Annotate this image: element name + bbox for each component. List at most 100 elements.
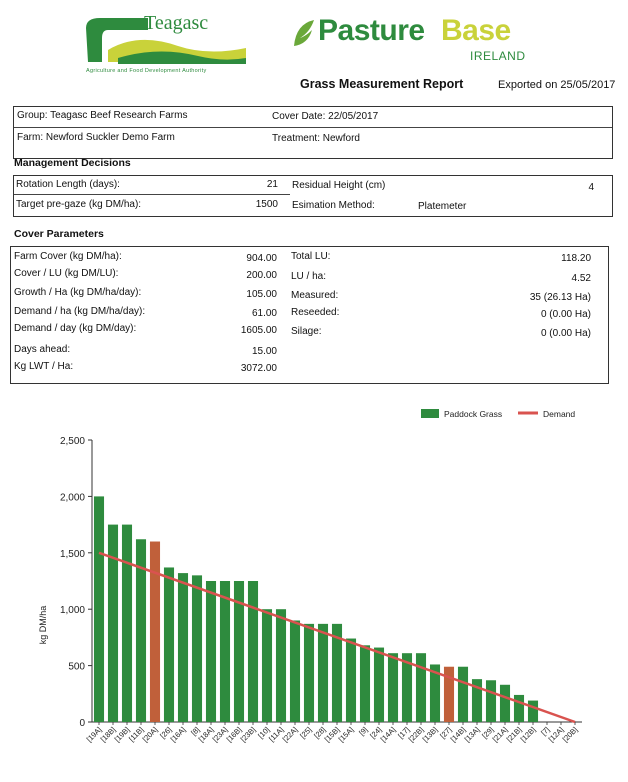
x-tick-label: [13A] [463, 725, 482, 744]
chart-bar [205, 581, 217, 722]
cover-right-value: 118.20 [561, 253, 591, 264]
cover-left-label: Demand / day (kg DM/day): [14, 323, 137, 334]
cover-right-value: 35 (26.13 Ha) [529, 292, 591, 303]
chart-bar [289, 620, 301, 722]
management-heading: Management Decisions [14, 157, 131, 169]
method-value: Platemeter [418, 201, 467, 212]
chart-bar [373, 647, 385, 722]
pregaze-value: 1500 [255, 199, 278, 210]
chart-bar [359, 645, 371, 722]
chart-bar [107, 524, 119, 722]
cover-left-value: 3072.00 [240, 363, 277, 374]
x-tick-label: [16A] [169, 725, 188, 744]
cover-right-label: Reseeded: [291, 307, 340, 318]
pasturebase-name-a: Pasture [318, 14, 425, 47]
legend-line-label: Demand [543, 409, 575, 419]
chart-bar [191, 575, 203, 722]
pasturebase-name-b: Base [441, 14, 511, 47]
x-tick-label: [20A] [141, 725, 160, 744]
farm-text: Farm: Newford Suckler Demo Farm [17, 132, 175, 143]
chart-bar [443, 666, 455, 722]
x-tick-label: [22A] [281, 725, 300, 744]
legend-bar-label: Paddock Grass [444, 409, 502, 419]
residual-value: 4 [588, 182, 594, 193]
chart-bar [233, 581, 245, 722]
management-box: Rotation Length (days): 21 Target pre-ga… [13, 175, 613, 217]
pasturebase-logo: Pasture Base IRELAND [292, 14, 542, 66]
x-tick-label: [15A] [337, 725, 356, 744]
chart-bar [149, 541, 161, 722]
x-tick-label: [14A] [379, 725, 398, 744]
cover-box: Farm Cover (kg DM/ha): 904.00 Cover / LU (… [10, 246, 609, 384]
chart-bar [429, 664, 441, 722]
y-tick-label: 1,000 [60, 605, 85, 616]
cover-left-label: Days ahead: [14, 344, 71, 355]
pregaze-label: Target pre-gaze (kg DM/ha): [16, 199, 142, 210]
rotation-value: 21 [266, 179, 278, 190]
cover-right-label: Measured: [291, 290, 339, 301]
chart-bar [471, 679, 483, 722]
pasturebase-sub: IRELAND [470, 49, 526, 63]
cover-right-label: Total LU: [291, 251, 331, 262]
info-box: Group: Teagasc Beef Research Farms Farm:… [13, 106, 613, 159]
y-axis-label: kg DM/ha [38, 606, 48, 645]
x-tick-label: [12B] [519, 725, 538, 744]
chart-bar [345, 638, 357, 722]
chart-bar [135, 539, 147, 722]
cover-left-value: 105.00 [246, 289, 277, 300]
y-tick-label: 500 [68, 662, 85, 673]
teagasc-tagline: Agriculture and Food Development Authori… [86, 68, 207, 74]
chart-bar [457, 666, 469, 722]
chart-bar [387, 653, 399, 722]
y-tick-label: 1,500 [60, 549, 85, 560]
chart-bar [261, 609, 273, 722]
chart-bar [331, 623, 343, 722]
chart-bar [499, 684, 511, 722]
demand-line [98, 551, 576, 724]
method-label: Esimation Method: [292, 200, 375, 211]
management-divider [14, 194, 290, 195]
y-tick-label: 0 [79, 718, 85, 729]
cover-right-value: 0 (0.00 Ha) [540, 328, 591, 339]
cover-left-value: 904.00 [246, 253, 277, 264]
exported-date: Exported on 25/05/2017 [498, 79, 616, 91]
x-tick-label: [23B] [239, 725, 258, 744]
chart-bar [485, 680, 497, 722]
cover-left-value: 61.00 [251, 308, 277, 319]
chart-svg: Paddock Grass Demand kg DM/ha 0 500 1,000 1… [38, 409, 582, 744]
y-tick-label: 2,500 [60, 436, 85, 447]
cover-left-label: Growth / Ha (kg DM/ha/day): [14, 287, 142, 298]
legend-bar-swatch [421, 409, 439, 418]
cover-left-value: 200.00 [246, 270, 277, 281]
report-title: Grass Measurement Report [300, 77, 464, 91]
chart-bar [275, 609, 287, 722]
grass-chart: Paddock Grass Demand kg DM/ha 0 500 1,000 1… [0, 400, 628, 779]
cover-date-text: Cover Date: 22/05/2017 [272, 111, 379, 122]
x-tick-label: [25] [298, 725, 313, 740]
rotation-label: Rotation Length (days): [16, 179, 120, 190]
cover-left-label: Demand / ha (kg DM/ha/day): [14, 306, 146, 317]
teagasc-logo: Teagasc Agriculture and Food Development… [78, 10, 253, 80]
cover-right-value: 4.52 [571, 273, 591, 284]
x-tick-label: [9] [357, 725, 369, 737]
cover-left-value: 1605.00 [240, 325, 277, 336]
treatment-text: Treatment: Newford [272, 133, 360, 144]
chart-bar [513, 694, 525, 722]
chart-bar [177, 573, 189, 722]
info-divider [14, 127, 612, 128]
cover-left-label: Farm Cover (kg DM/ha): [14, 251, 122, 262]
cover-left-value: 15.00 [251, 346, 277, 357]
residual-label: Residual Height (cm) [292, 180, 386, 191]
group-text: Group: Teagasc Beef Research Farms [17, 110, 188, 121]
cover-left-label: Kg LWT / Ha: [14, 361, 74, 372]
chart-bar [527, 700, 539, 722]
x-tick-label: [20B] [561, 725, 580, 744]
x-tick-label: [13B] [421, 725, 440, 744]
cover-right-value: 0 (0.00 Ha) [540, 309, 591, 320]
chart-bar [93, 496, 105, 722]
chart-bar [121, 524, 133, 722]
cover-left-label: Cover / LU (kg DM/LU): [14, 268, 119, 279]
chart-bar [317, 623, 329, 722]
chart-bar [415, 653, 427, 722]
chart-bar [247, 581, 259, 722]
